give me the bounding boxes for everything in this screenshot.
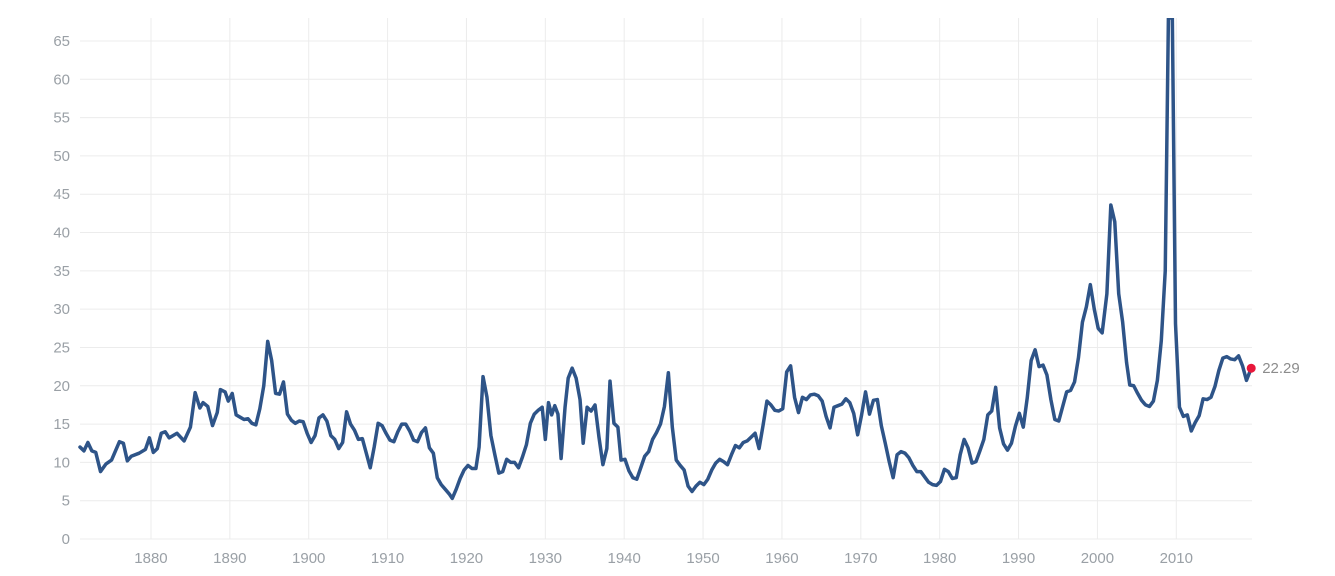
x-tick-label: 1880 <box>134 550 167 567</box>
y-tick-label: 50 <box>53 148 70 165</box>
last-value-marker[interactable] <box>1246 363 1256 373</box>
x-tick-label: 1920 <box>450 550 483 567</box>
y-tick-label: 65 <box>53 33 70 50</box>
x-tick-label: 1910 <box>371 550 404 567</box>
y-tick-label: 20 <box>53 378 70 395</box>
y-tick-label: 40 <box>53 225 70 242</box>
y-tick-label: 60 <box>53 71 70 88</box>
x-tick-label: 1940 <box>608 550 641 567</box>
y-tick-label: 10 <box>53 454 70 471</box>
y-tick-label: 5 <box>62 493 70 510</box>
x-axis-tick-labels: 1880 1890 1900 1910 1920 1930 1940 1950 1960 1970… <box>134 550 1193 567</box>
y-tick-label: 0 <box>62 531 70 548</box>
series-line <box>78 18 1253 501</box>
y-axis-tick-labels: 0 5 10 15 20 25 30 35 40 45 50 55 60 65 <box>53 33 70 548</box>
x-tick-label: 1950 <box>686 550 719 567</box>
x-tick-label: 1900 <box>292 550 325 567</box>
x-gridlines <box>150 18 1177 539</box>
x-tick-label: 1930 <box>529 550 562 567</box>
y-tick-label: 35 <box>53 263 70 280</box>
y-tick-label: 25 <box>53 339 70 356</box>
x-tick-label: 1990 <box>1002 550 1035 567</box>
x-tick-label: 1960 <box>765 550 798 567</box>
x-tick-label: 1890 <box>213 550 246 567</box>
x-tick-label: 2010 <box>1160 550 1193 567</box>
y-tick-label: 45 <box>53 186 70 203</box>
y-gridlines <box>80 40 1252 540</box>
x-tick-label: 1970 <box>844 550 877 567</box>
x-tick-label: 1980 <box>923 550 956 567</box>
y-tick-label: 30 <box>53 301 70 318</box>
y-tick-label: 55 <box>53 110 70 127</box>
y-tick-label: 15 <box>53 416 70 433</box>
x-tick-label: 2000 <box>1081 550 1114 567</box>
last-value-label: 22.29 <box>1262 360 1300 377</box>
